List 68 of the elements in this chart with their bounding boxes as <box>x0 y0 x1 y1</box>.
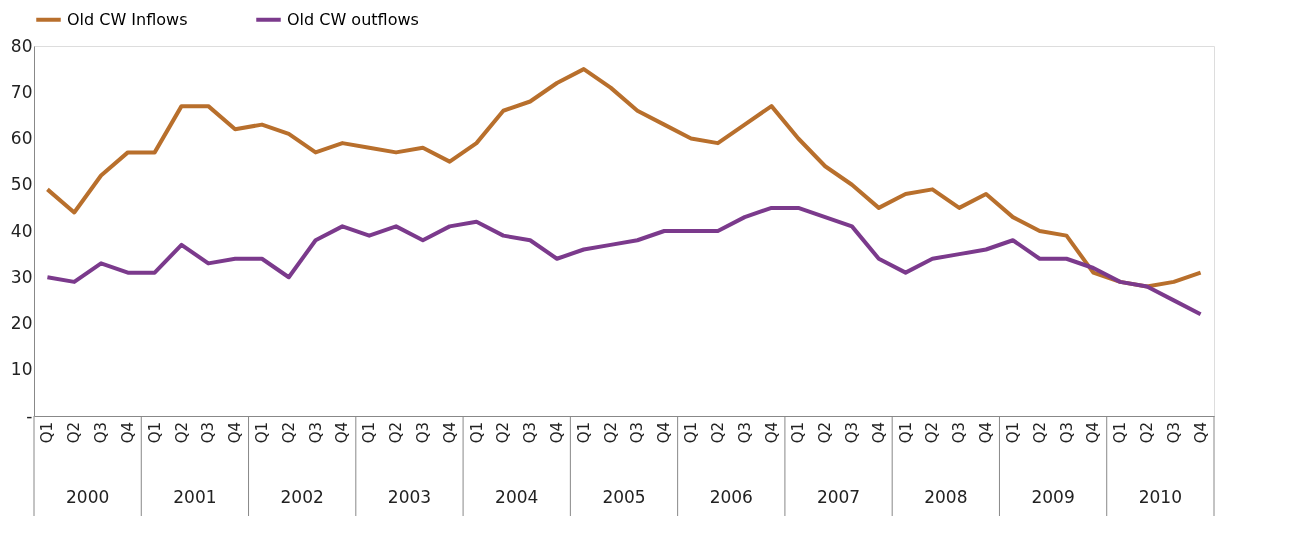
x-tick-label: Q1 <box>1111 422 1130 444</box>
x-tick-label: Q4 <box>333 422 352 444</box>
x-tick-label: Q4 <box>226 422 245 444</box>
y-tick-label: 20 <box>10 313 33 333</box>
x-tick-label: Q2 <box>494 422 513 444</box>
x-tick-label: Q2 <box>172 422 191 444</box>
x-tick-label: Q2 <box>1137 422 1156 444</box>
x-tick-label: Q4 <box>547 422 566 444</box>
x-tick-label: Q3 <box>306 422 325 444</box>
x-tick-label: Q1 <box>360 422 379 444</box>
text: 2006 <box>709 487 753 507</box>
text: 2000 <box>66 487 110 507</box>
x-tick-label: Q3 <box>950 422 969 444</box>
x-tick-label: Q3 <box>735 422 754 444</box>
y-tick-label: 80 <box>10 35 33 56</box>
x-tick-label: Q2 <box>387 422 406 444</box>
x-tick-label: Q4 <box>655 422 674 444</box>
text: 2003 <box>387 487 432 507</box>
x-tick-label: Q4 <box>118 422 137 444</box>
x-tick-label: Q1 <box>467 422 486 444</box>
x-tick-label: Q3 <box>199 422 218 444</box>
x-tick-label: Q3 <box>628 422 647 444</box>
x-tick-label: Q1 <box>682 422 701 444</box>
line-series <box>45 67 1203 289</box>
line-series <box>45 205 1203 317</box>
text: 2005 <box>602 487 646 507</box>
x-tick-label: Q2 <box>1030 422 1049 444</box>
x-tick-label: Q3 <box>1164 422 1183 444</box>
x-tick-label: Q4 <box>1191 422 1210 444</box>
y-tick-label: 60 <box>10 128 33 148</box>
x-tick-label: Q1 <box>145 422 164 444</box>
x-tick-label: Q1 <box>252 422 271 444</box>
x-tick-label: Q3 <box>842 422 861 444</box>
y-tick-label: 70 <box>10 81 33 102</box>
x-tick-label: Q2 <box>65 422 84 444</box>
text: 2004 <box>495 487 539 507</box>
x-tick-label: Q4 <box>977 422 996 444</box>
legend-label: Old CW Inflows <box>67 9 188 29</box>
x-tick-label: Q2 <box>816 422 835 444</box>
x-tick-label: Q3 <box>413 422 432 444</box>
x-tick-label: Q4 <box>1084 422 1103 444</box>
y-tick-label: 40 <box>10 220 33 241</box>
x-tick-label: Q4 <box>762 422 781 444</box>
text: 2009 <box>1031 487 1075 507</box>
y-tick-label: - <box>26 405 33 426</box>
text: 2008 <box>924 487 968 507</box>
y-tick-label: 50 <box>10 174 33 195</box>
x-tick-label: Q4 <box>440 422 459 444</box>
legend-label: Old CW outflows <box>287 9 419 29</box>
x-tick-label: Q4 <box>869 422 888 444</box>
x-tick-label: Q1 <box>38 422 57 444</box>
text: 2007 <box>816 487 861 507</box>
x-tick-label: Q1 <box>896 422 915 444</box>
x-tick-label: Q1 <box>1003 422 1022 444</box>
x-tick-label: Q3 <box>92 422 111 444</box>
x-tick-label: Q1 <box>789 422 808 444</box>
y-tick-label: 30 <box>10 266 33 287</box>
x-tick-label: Q1 <box>574 422 593 444</box>
x-tick-label: Q2 <box>601 422 620 444</box>
x-tick-label: Q2 <box>279 422 298 444</box>
x-tick-label: Q3 <box>1057 422 1076 444</box>
text: 2001 <box>173 487 217 507</box>
x-tick-label: Q2 <box>923 422 942 444</box>
x-tick-label: Q3 <box>521 422 540 444</box>
x-tick-label: Q2 <box>708 422 727 444</box>
y-tick-label: 10 <box>10 359 33 380</box>
text: 2002 <box>280 487 324 507</box>
text: 2010 <box>1138 487 1182 507</box>
